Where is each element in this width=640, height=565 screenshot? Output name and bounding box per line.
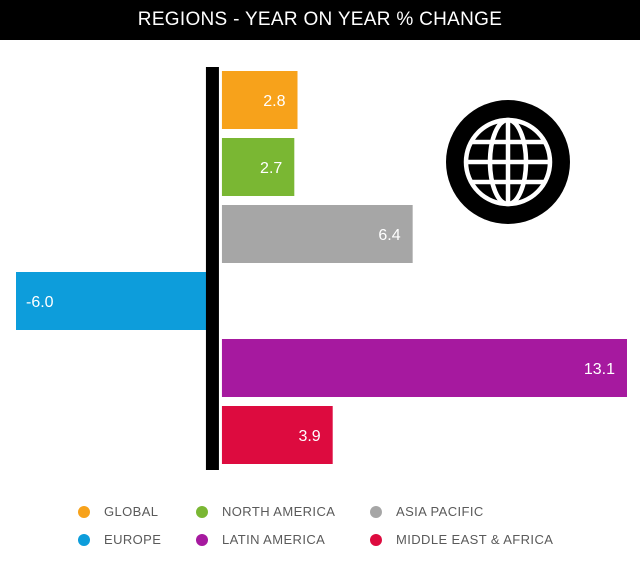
legend-label: EUROPE [104, 532, 162, 547]
legend-label: MIDDLE EAST & AFRICA [396, 532, 554, 547]
data-label: 2.7 [260, 160, 282, 177]
data-label: 3.9 [298, 428, 320, 445]
legend-swatch [78, 533, 90, 546]
bar-asia-pacific [221, 205, 413, 263]
bar-chart: 2.8 2.7 6.4 -6.0 13.1 3.9 [16, 67, 627, 470]
chart-title: REGIONS - YEAR ON YEAR % CHANGE [0, 0, 640, 40]
data-label: 13.1 [584, 361, 615, 378]
data-label: 6.4 [378, 227, 400, 244]
globe-icon [446, 100, 570, 224]
bar-latin-america [221, 339, 627, 397]
data-label: -6.0 [26, 294, 54, 311]
legend-label: ASIA PACIFIC [396, 504, 484, 519]
legend-item-north-america: NORTH AMERICA [196, 504, 335, 519]
legend-swatch [370, 505, 382, 518]
legend-label: GLOBAL [104, 504, 159, 519]
legend-label: NORTH AMERICA [222, 504, 336, 519]
legend-item-europe: EUROPE [78, 532, 161, 547]
legend-swatch [370, 533, 382, 546]
legend-label: LATIN AMERICA [222, 532, 326, 547]
legend-swatch [196, 505, 208, 518]
bar-middle-east-africa [221, 406, 333, 464]
bar-global [221, 71, 298, 129]
legend-item-latin-america: LATIN AMERICA [196, 532, 325, 547]
data-label: 2.8 [263, 93, 285, 110]
legend: GLOBAL NORTH AMERICA ASIA PACIFIC EUROPE… [0, 495, 640, 565]
legend-item-asia-pacific: ASIA PACIFIC [370, 504, 484, 519]
legend-swatch [78, 505, 90, 518]
legend-swatch [196, 533, 208, 546]
bar-europe [16, 272, 208, 330]
legend-item-global: GLOBAL [78, 504, 158, 519]
legend-item-middle-east-africa: MIDDLE EAST & AFRICA [370, 532, 553, 547]
zero-axis [205, 67, 219, 470]
bar-north-america [221, 138, 295, 196]
